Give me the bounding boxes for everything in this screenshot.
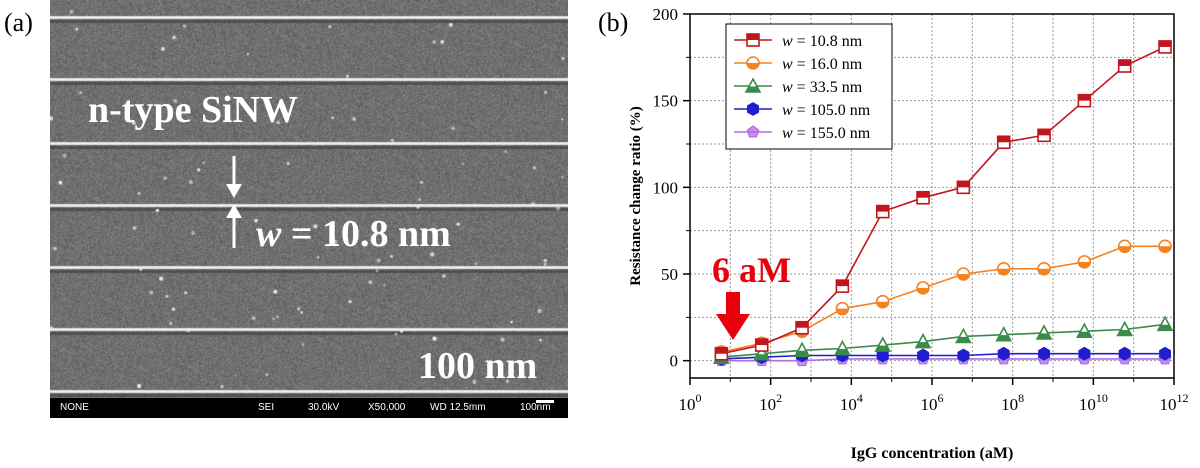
data-point [1118, 346, 1131, 361]
legend: w = 10.8 nm w = 16.0 nm w = 33.5 nm w = 105… [725, 23, 893, 150]
series-1 [714, 40, 1172, 361]
y-tick-label: 100 [653, 178, 679, 197]
resistance-chart: 100 102 104 106 108 1010 1012 0 50 100 150 200 Resi… [628, 5, 1189, 462]
y-tick-label: 50 [661, 265, 678, 284]
x-tick-label: 1012 [1160, 391, 1189, 414]
x-tick-label: 100 [679, 391, 702, 414]
data-point [746, 125, 760, 138]
arrow-up-icon [226, 204, 242, 218]
x-tick-label: 102 [759, 391, 782, 414]
sem-voltage: 30.0kV [308, 402, 340, 413]
axis-ticks: 100 102 104 106 108 1010 1012 0 50 100 150 200 [653, 5, 1189, 414]
y-tick-label: 150 [653, 92, 679, 111]
arrow-down-icon [226, 184, 242, 198]
legend-label: w = 155.0 nm [782, 125, 871, 142]
series-4 [715, 346, 1172, 366]
legend-label: w = 33.5 nm [782, 79, 863, 96]
data-point [747, 102, 759, 116]
width-arrows [226, 156, 242, 248]
x-tick-label: 106 [921, 391, 944, 414]
x-axis-label: IgG concentration (aM) [851, 445, 1014, 462]
panel-a-label: (a) [4, 8, 33, 37]
legend-label: w = 16.0 nm [782, 56, 863, 73]
sem-info-bar: NONE SEI 30.0kV X50,000 WD 12.5mm 100nm [50, 398, 568, 418]
panel-b-label: (b) [598, 8, 629, 37]
width-label-italic: w [256, 213, 282, 255]
data-point [1159, 346, 1172, 361]
sem-mode: NONE [60, 402, 89, 413]
data-point [957, 348, 970, 363]
data-point [1038, 346, 1051, 361]
legend-label: w = 105.0 nm [782, 102, 871, 119]
sem-micrograph [50, 0, 568, 398]
series-layer [713, 40, 1174, 367]
data-point [917, 348, 930, 363]
y-tick-label: 200 [653, 5, 679, 24]
y-tick-label: 0 [670, 352, 679, 371]
sem-magnification: X50,000 [368, 402, 406, 413]
sem-scale-bar [536, 400, 554, 403]
data-point [876, 348, 889, 363]
data-point [1078, 346, 1091, 361]
width-label: w = 10.8 nm [256, 212, 451, 256]
series-line [721, 358, 1166, 362]
sem-image: n-type SiNW w = 10.8 nm 100 nm NONE SEI … [50, 0, 568, 418]
width-label-value: = 10.8 nm [281, 213, 451, 255]
data-point [997, 346, 1010, 361]
material-label: n-type SiNW [88, 89, 299, 131]
series-line [721, 323, 1166, 358]
annotation-6am: 6 aM [712, 250, 791, 290]
x-tick-label: 108 [1001, 391, 1024, 414]
arrow-down-icon [716, 292, 750, 340]
y-axis-label: Resistance change ratio (%) [628, 106, 644, 286]
x-tick-label: 1010 [1079, 391, 1108, 414]
sem-scale: 100nm [520, 402, 551, 413]
sem-working-distance: WD 12.5mm [430, 402, 486, 413]
x-tick-label: 104 [840, 391, 863, 414]
scale-label: 100 nm [418, 345, 538, 387]
sem-detector: SEI [258, 402, 275, 413]
legend-label: w = 10.8 nm [782, 33, 863, 50]
